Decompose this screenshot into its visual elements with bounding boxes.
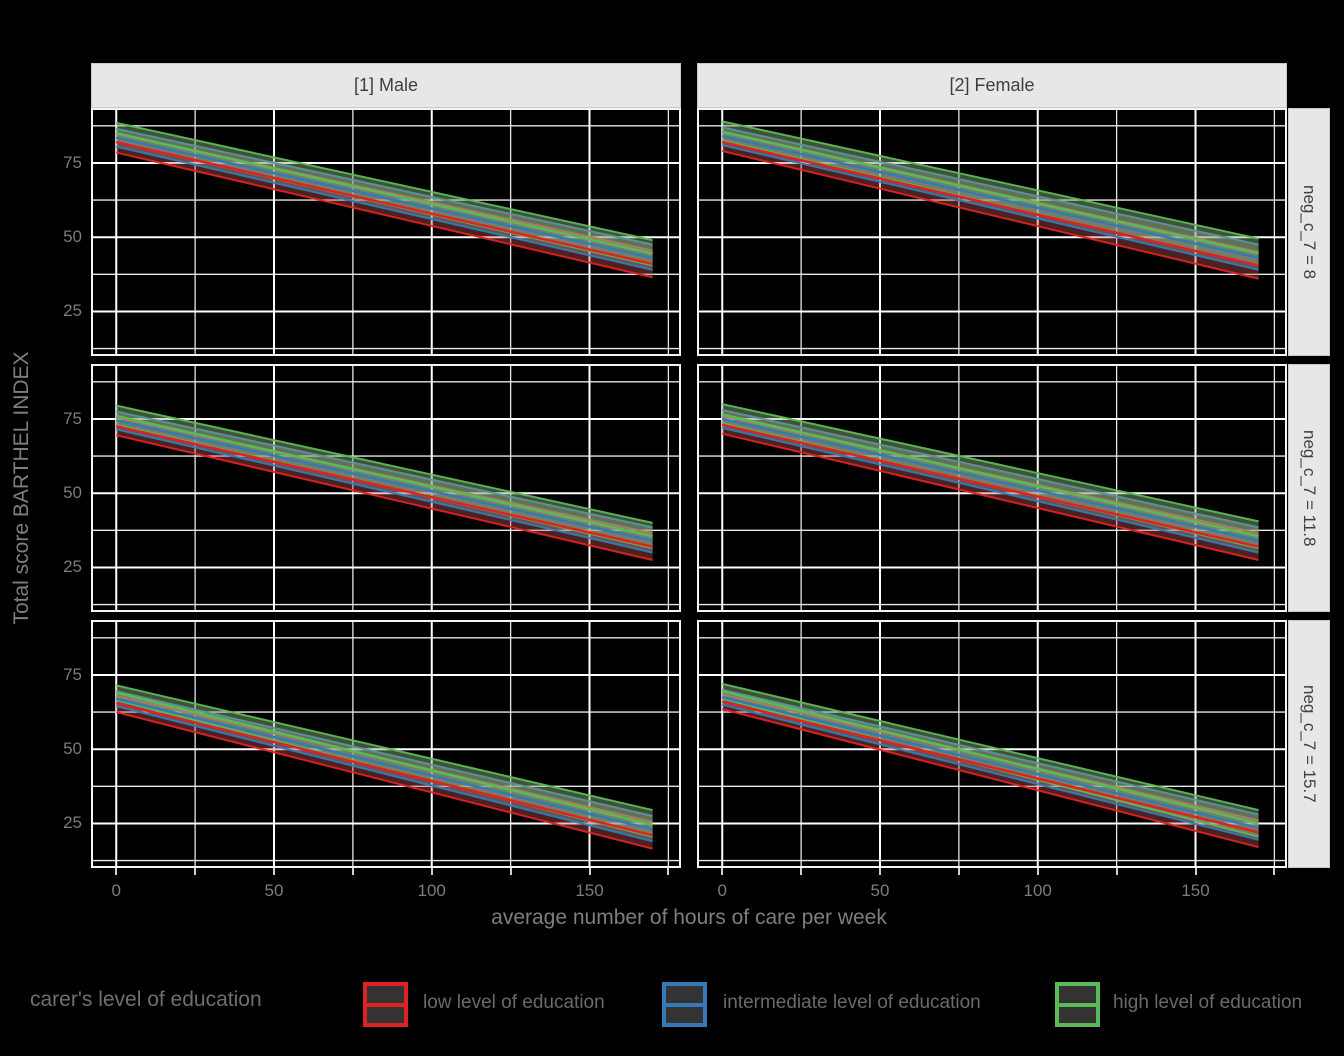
y-tick-label: 25 bbox=[63, 301, 82, 321]
x-tick-mark bbox=[957, 868, 960, 875]
x-tick-label: 150 bbox=[1181, 881, 1210, 900]
y-tick-label: 75 bbox=[63, 152, 82, 172]
x-tick-mark bbox=[879, 868, 881, 875]
legend-key-high-education bbox=[1055, 982, 1100, 1027]
y-tick-label: 75 bbox=[63, 408, 82, 428]
x-tick-label: 100 bbox=[417, 881, 446, 900]
y-tick-label: 50 bbox=[63, 739, 82, 759]
facet-panel-0-1 bbox=[697, 108, 1287, 356]
x-tick-mark bbox=[194, 868, 197, 875]
facet-row-strip-neg-c-7-15-7-label: neg_c_7 = 15.7 bbox=[1300, 685, 1319, 803]
legend-label-high-education: high level of education bbox=[1113, 992, 1303, 1013]
x-tick-mark bbox=[1036, 868, 1039, 875]
legend-key-low-line-icon bbox=[367, 1002, 404, 1007]
facet-row-strip-neg-c-7-11-8-label: neg_c_7 = 11.8 bbox=[1300, 429, 1319, 547]
legend-label-intermediate-education: intermediate level of education bbox=[723, 992, 981, 1013]
x-axis-title: average number of hours of care per week bbox=[491, 906, 887, 929]
facet-column-strip-male: [1] Male bbox=[91, 63, 681, 108]
facet-row-strip-neg-c-7-8: neg_c_7 = 8 bbox=[1288, 108, 1330, 356]
y-tick-label: 50 bbox=[63, 483, 82, 503]
x-tick-mark bbox=[667, 868, 670, 875]
y-tick-label: 75 bbox=[63, 664, 82, 684]
y-tick-label: 25 bbox=[63, 557, 82, 577]
x-tick-label: 150 bbox=[575, 881, 604, 900]
facet-row-strip-neg-c-7-8-label: neg_c_7 = 8 bbox=[1300, 184, 1319, 280]
x-tick-label: 100 bbox=[1023, 881, 1052, 900]
x-tick-mark bbox=[273, 868, 275, 875]
legend-label-low-education: low level of education bbox=[423, 992, 605, 1013]
x-tick-mark bbox=[1273, 868, 1276, 875]
legend-key-intermediate-education bbox=[662, 982, 707, 1027]
x-tick-label: 50 bbox=[264, 881, 284, 900]
legend-title: carer's level of education bbox=[30, 988, 262, 1011]
x-tick-mark bbox=[351, 868, 354, 875]
x-tick-mark bbox=[800, 868, 803, 875]
facet-column-strip-female-label: [2] Female bbox=[949, 75, 1035, 95]
facet-column-strip-female: [2] Female bbox=[697, 63, 1287, 108]
facet-panel-1-0 bbox=[91, 364, 681, 612]
y-tick-label: 50 bbox=[63, 227, 82, 247]
x-tick-label: 0 bbox=[111, 881, 121, 900]
facet-panel-1-1 bbox=[697, 364, 1287, 612]
facet-row-strip-neg-c-7-11-8: neg_c_7 = 11.8 bbox=[1288, 364, 1330, 612]
facet-row-strip-neg-c-7-15-7: neg_c_7 = 15.7 bbox=[1288, 620, 1330, 868]
facet-panel-0-0 bbox=[91, 108, 681, 356]
x-tick-mark bbox=[509, 868, 512, 875]
x-tick-label: 50 bbox=[870, 881, 890, 900]
facet-panel-2-0 bbox=[91, 620, 681, 868]
x-tick-mark bbox=[1194, 868, 1197, 875]
legend-key-intermediate-line-icon bbox=[666, 1002, 703, 1007]
legend-key-high-line-icon bbox=[1059, 1002, 1096, 1007]
x-tick-mark bbox=[430, 868, 433, 875]
x-tick-mark bbox=[588, 868, 591, 875]
x-tick-mark bbox=[115, 868, 118, 875]
legend-key-low-education bbox=[363, 982, 408, 1027]
x-tick-mark bbox=[1115, 868, 1118, 875]
facet-panel-2-1 bbox=[697, 620, 1287, 868]
y-tick-label: 25 bbox=[63, 813, 82, 833]
facet-column-strip-male-label: [1] Male bbox=[353, 75, 419, 95]
x-tick-mark bbox=[721, 868, 724, 875]
x-tick-label: 0 bbox=[717, 881, 727, 900]
legend: carer's level of education low level of … bbox=[0, 972, 1344, 1036]
